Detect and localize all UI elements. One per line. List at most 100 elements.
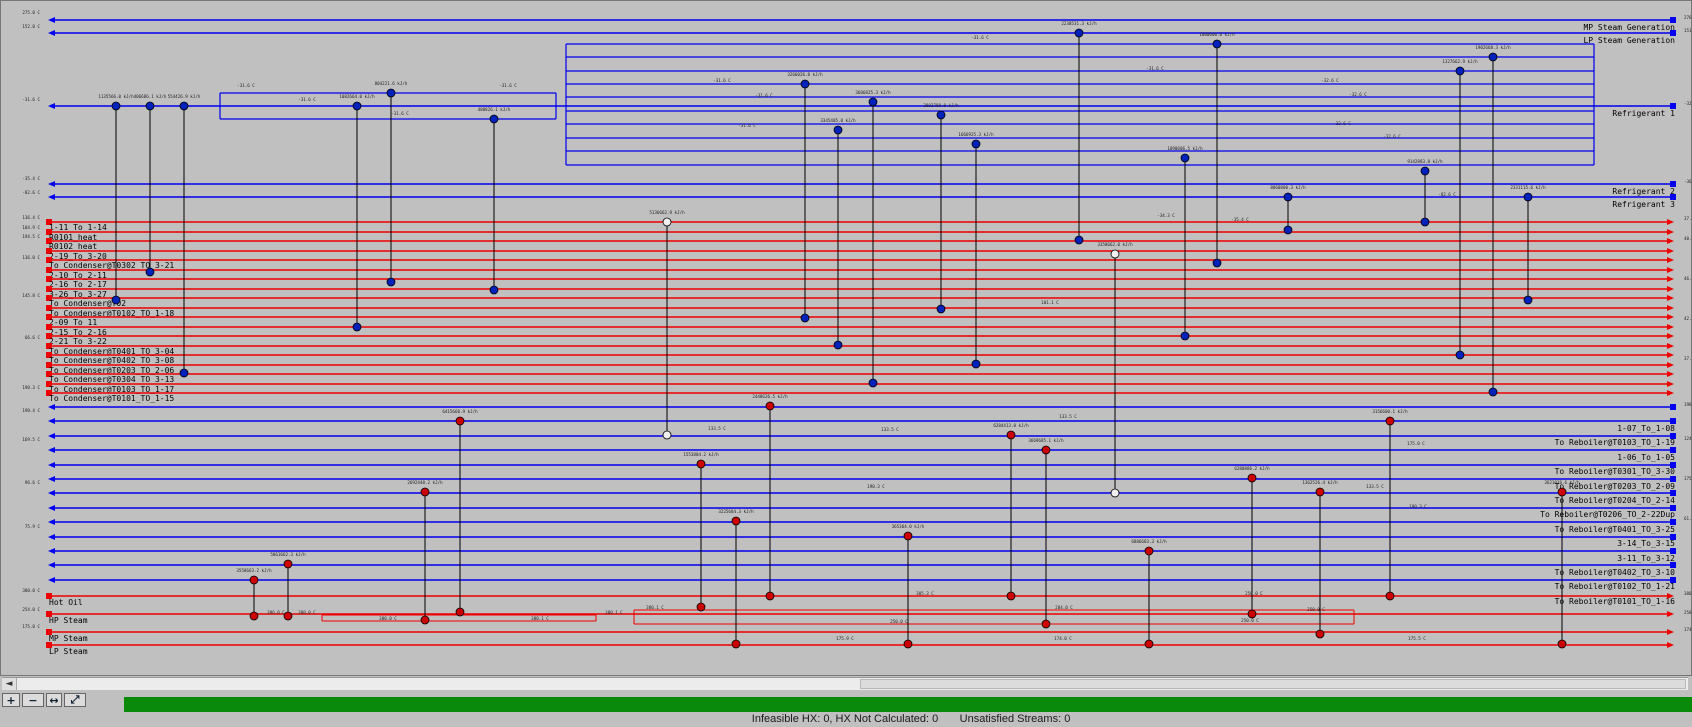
horizontal-scrollbar[interactable]: ◄	[2, 677, 1688, 690]
hot-stream-arrow-icon	[1667, 267, 1674, 273]
scroll-left-arrow-icon[interactable]: ◄	[2, 678, 17, 690]
stream-temperature-label: 136.0 C	[22, 255, 40, 260]
stream-temperature-label: 174.0 C	[1684, 627, 1692, 632]
match-dot	[800, 313, 810, 323]
match-dot	[1283, 225, 1293, 235]
segment-temperature-label: -31.6 C	[237, 83, 255, 88]
hx-duty-label: 2692440.2 kJ/h	[407, 480, 443, 485]
segment-temperature-label: 175.9 C	[836, 636, 854, 641]
hx-duty-label: 2230531.3 kJ/h	[1061, 21, 1097, 26]
match-dot	[696, 602, 706, 612]
match-dot	[1110, 249, 1120, 259]
match-dot	[1455, 66, 1465, 76]
utility-stream-arrow-icon	[48, 30, 55, 36]
stream-temperature-label: -82.6 C	[22, 190, 40, 195]
match-dot	[1488, 387, 1498, 397]
stream-temperature-label: 46.0 C	[1684, 276, 1692, 281]
segment-temperature-label: -31.6 C	[713, 78, 731, 83]
hot-stream-arrow-icon	[1667, 305, 1674, 311]
match-dot	[731, 639, 741, 649]
cold-stream-label: To Reboiler@T0204_TO_2-14	[1555, 496, 1676, 505]
hx-duty-label: 2331115.6 kJ/h	[1510, 185, 1546, 190]
cold-stream-label: To Reboiler@T0206_TO_2-22Dup	[1540, 510, 1675, 519]
stream-temperature-label: 190.3 C	[22, 385, 40, 390]
match-dot	[936, 110, 946, 120]
match-dot	[1247, 473, 1257, 483]
stream-temperature-label: 380.0 C	[22, 588, 40, 593]
stream-temperature-label: 275.0 C	[22, 10, 40, 15]
utility-stream-end-marker	[1670, 181, 1676, 187]
match-dot	[800, 79, 810, 89]
match-dot	[1110, 488, 1120, 498]
stream-temperature-label: 42.6 C	[1684, 316, 1692, 321]
hx-duty-label: 6886683.3 kJ/h	[1131, 539, 1167, 544]
segment-temperature-label: 380.1 C	[646, 605, 664, 610]
hot-stream-arrow-icon	[1667, 371, 1674, 377]
cold-stream-end-marker	[1670, 404, 1676, 410]
hx-duty-label: 3156600.1 kJ/h	[1372, 409, 1408, 414]
cold-stream-arrow-icon	[48, 505, 55, 511]
fit-all-button[interactable]: ⤢	[64, 693, 86, 707]
match-dot	[1212, 258, 1222, 268]
match-dot	[903, 639, 913, 649]
hot-stream-arrow-icon	[1667, 295, 1674, 301]
segment-temperature-label: 250.0 C	[890, 619, 908, 624]
cold-stream-arrow-icon	[48, 404, 55, 410]
segment-temperature-label: 190.3 C	[1409, 504, 1427, 509]
hx-duty-label: 1135566.0 kJ/h	[98, 94, 134, 99]
stream-temperature-label: 145.8 C	[22, 293, 40, 298]
hot-stream-arrow-icon	[1667, 362, 1674, 368]
match-dot	[1041, 445, 1051, 455]
match-dot	[145, 101, 155, 111]
stream-temperature-label: 104.9 C	[22, 225, 40, 230]
fit-all-icon: ⤢	[70, 693, 80, 706]
segment-temperature-label: -31.6 C	[755, 93, 773, 98]
match-dot	[1420, 166, 1430, 176]
stream-temperature-label: 151.0 C	[1684, 28, 1692, 33]
grid-diagram-canvas[interactable]: MP Steam Generation LP Steam Generation Re…	[0, 0, 1692, 676]
segment-temperature-label: 305.3 C	[916, 591, 934, 596]
match-dot	[249, 611, 259, 621]
cold-stream-label: To Reboiler@T0203_TO_2-09	[1555, 482, 1676, 491]
grid-diagram[interactable]: MP Steam Generation LP Steam Generation Re…	[0, 0, 1692, 676]
hot-stream-label: 2-21_To_3-22	[49, 337, 107, 346]
stream-temperature-label: 136.4 C	[22, 215, 40, 220]
cold-stream-end-marker	[1670, 519, 1676, 525]
hx-duty-label: 3266026.8 kJ/h	[787, 72, 823, 77]
segment-temperature-label: -31.6 C	[971, 35, 989, 40]
cold-stream-end-marker	[1670, 418, 1676, 424]
zoom-in-button[interactable]: +	[2, 693, 20, 707]
match-dot	[1523, 192, 1533, 202]
cold-stream-label: To Reboiler@T0402_TO_3-10	[1555, 568, 1676, 577]
hx-duty-label: 1090606.5 kJ/h	[1167, 146, 1203, 151]
hot-stream-arrow-icon	[1667, 314, 1674, 320]
match-dot	[936, 304, 946, 314]
stream-temperature-label: 198.0 C	[1684, 402, 1692, 407]
segment-temperature-label: 133.5 C	[881, 427, 899, 432]
utility-stream-end-marker	[1670, 103, 1676, 109]
cold-stream-label: To Reboiler@T0101_TO_1-16	[1555, 597, 1676, 606]
match-dot	[1074, 28, 1084, 38]
match-dot	[833, 340, 843, 350]
hx-duty-label: 2448626.5 kJ/h	[752, 394, 788, 399]
hx-duty-label: 804221.6 kJ/h	[375, 81, 408, 86]
hot-stream-label: 2-16_To_2-17	[49, 280, 107, 289]
zoom-out-button[interactable]: −	[22, 693, 44, 707]
utility-stream-label: MP Steam Generation	[1583, 23, 1675, 32]
utility-stream-label: Refrigerant 3	[1612, 200, 1675, 209]
utility-stream-arrow-icon	[48, 194, 55, 200]
segment-temperature-label: -82.6 C	[1438, 192, 1456, 197]
stream-temperature-label: 124.3 C	[1684, 436, 1692, 441]
match-dot	[145, 267, 155, 277]
segment-temperature-label: -31.6 C	[391, 111, 409, 116]
fit-width-button[interactable]: ↔	[46, 693, 62, 707]
hot-stream-label: To Condenser@T0102_TO_1-18	[49, 309, 174, 318]
zoom-toolbar: + − ↔ ⤢	[0, 690, 120, 712]
utility-stream-label: Refrigerant 1	[1612, 109, 1675, 118]
match-dot	[1488, 52, 1498, 62]
scrollbar-thumb[interactable]	[860, 679, 1686, 689]
stream-temperature-label: 37.9 C	[1684, 356, 1692, 361]
hot-stream-arrow-icon	[1667, 276, 1674, 282]
segment-temperature-label: 380.1 C	[605, 610, 623, 615]
match-dot	[283, 611, 293, 621]
